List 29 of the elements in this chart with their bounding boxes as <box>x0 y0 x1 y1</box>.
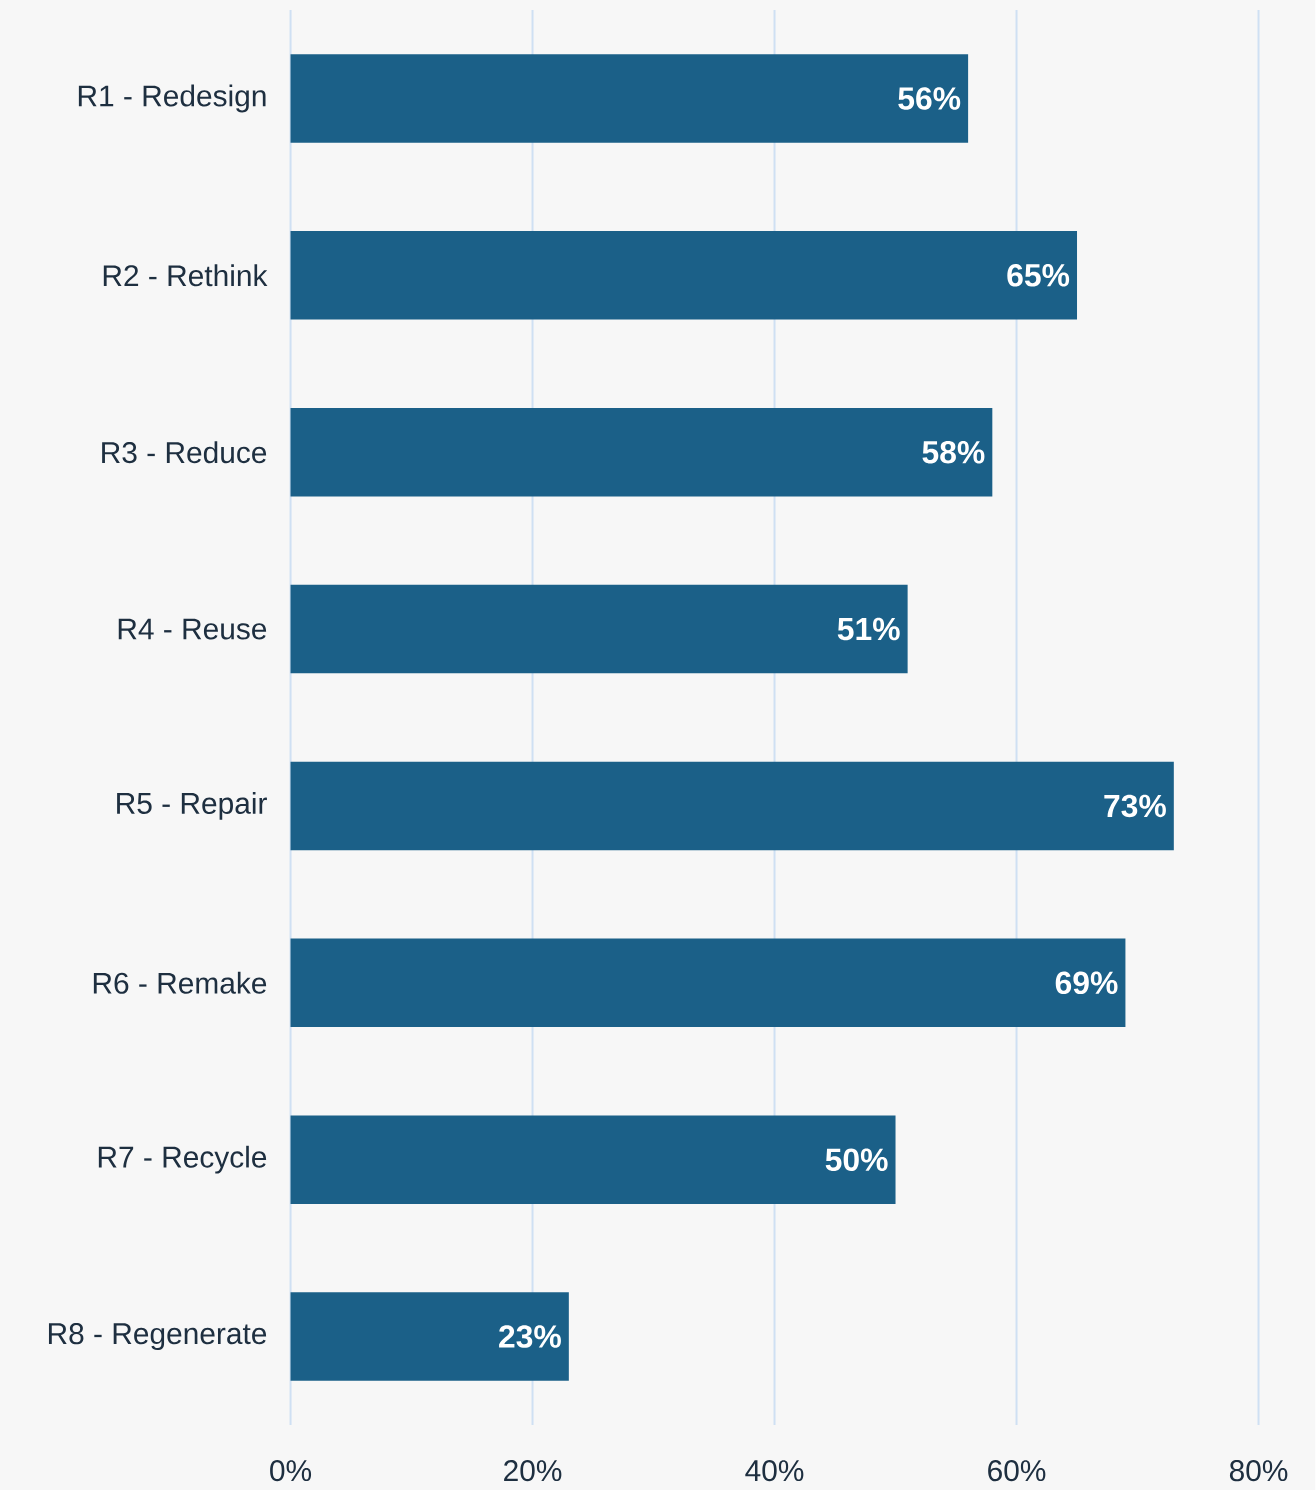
data-label: 69% <box>1055 971 1118 995</box>
bar <box>290 761 1175 851</box>
data-label: 58% <box>922 440 985 464</box>
data-label: 51% <box>837 617 900 641</box>
data-label: 65% <box>1007 264 1070 287</box>
y-tick-label: R5 - Repair <box>117 792 268 820</box>
data-label: 56% <box>898 87 961 110</box>
x-tick-label: 20% <box>504 1460 562 1482</box>
y-tick-label: R6 - Remake <box>94 971 267 994</box>
y-tick-label: R8 - Regenerate <box>49 1323 267 1351</box>
bar <box>290 584 908 674</box>
y-tick-label: R4 - Reuse <box>119 618 267 640</box>
x-tick-label: 40% <box>745 1460 804 1482</box>
y-tick-label: R7 - Recycle <box>99 1145 267 1174</box>
x-tick-label: 0% <box>270 1460 312 1482</box>
bar <box>290 1115 896 1204</box>
x-tick-label: 60% <box>988 1460 1046 1482</box>
data-label: 50% <box>825 1148 888 1171</box>
bar <box>290 54 969 143</box>
y-tick-label: R2 - Rethink <box>104 264 268 287</box>
y-tick-label: R1 - Redesign <box>79 84 266 113</box>
x-tick-label: 80% <box>1230 1460 1288 1482</box>
bar <box>290 231 1078 320</box>
y-tick-label: R3 - Reduce <box>102 441 267 464</box>
bar <box>290 938 1126 1028</box>
bar <box>290 407 993 497</box>
data-label: 73% <box>1104 794 1167 818</box>
bar <box>290 1292 570 1381</box>
data-label: 23% <box>499 1325 562 1348</box>
